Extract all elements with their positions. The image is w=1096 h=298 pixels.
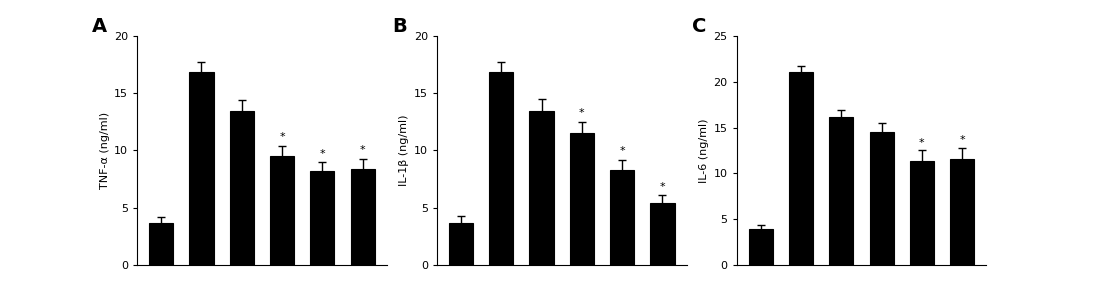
Bar bbox=[789, 72, 813, 265]
Bar bbox=[830, 117, 854, 265]
Text: *: * bbox=[660, 182, 665, 192]
Bar bbox=[230, 111, 254, 265]
Bar bbox=[190, 72, 214, 265]
Bar bbox=[950, 159, 974, 265]
Text: *: * bbox=[320, 148, 326, 159]
Text: *: * bbox=[579, 108, 584, 118]
Text: *: * bbox=[619, 146, 625, 156]
Bar bbox=[910, 161, 934, 265]
Bar bbox=[749, 229, 773, 265]
Text: A: A bbox=[92, 17, 107, 36]
Bar bbox=[570, 133, 594, 265]
Text: B: B bbox=[392, 17, 407, 36]
Bar bbox=[529, 111, 553, 265]
Bar bbox=[650, 203, 674, 265]
Bar bbox=[270, 156, 294, 265]
Bar bbox=[310, 171, 334, 265]
Bar bbox=[610, 170, 635, 265]
Bar bbox=[449, 223, 473, 265]
Text: C: C bbox=[692, 17, 706, 36]
Bar bbox=[489, 72, 513, 265]
Bar bbox=[869, 132, 893, 265]
Text: *: * bbox=[920, 138, 925, 148]
Text: *: * bbox=[279, 132, 285, 142]
Y-axis label: IL-1β (ng/ml): IL-1β (ng/ml) bbox=[399, 115, 410, 186]
Bar bbox=[149, 223, 173, 265]
Bar bbox=[351, 169, 375, 265]
Text: *: * bbox=[959, 135, 966, 145]
Y-axis label: IL-6 (ng/ml): IL-6 (ng/ml) bbox=[699, 118, 709, 183]
Y-axis label: TNF-α (ng/ml): TNF-α (ng/ml) bbox=[100, 112, 110, 189]
Text: *: * bbox=[359, 145, 365, 155]
